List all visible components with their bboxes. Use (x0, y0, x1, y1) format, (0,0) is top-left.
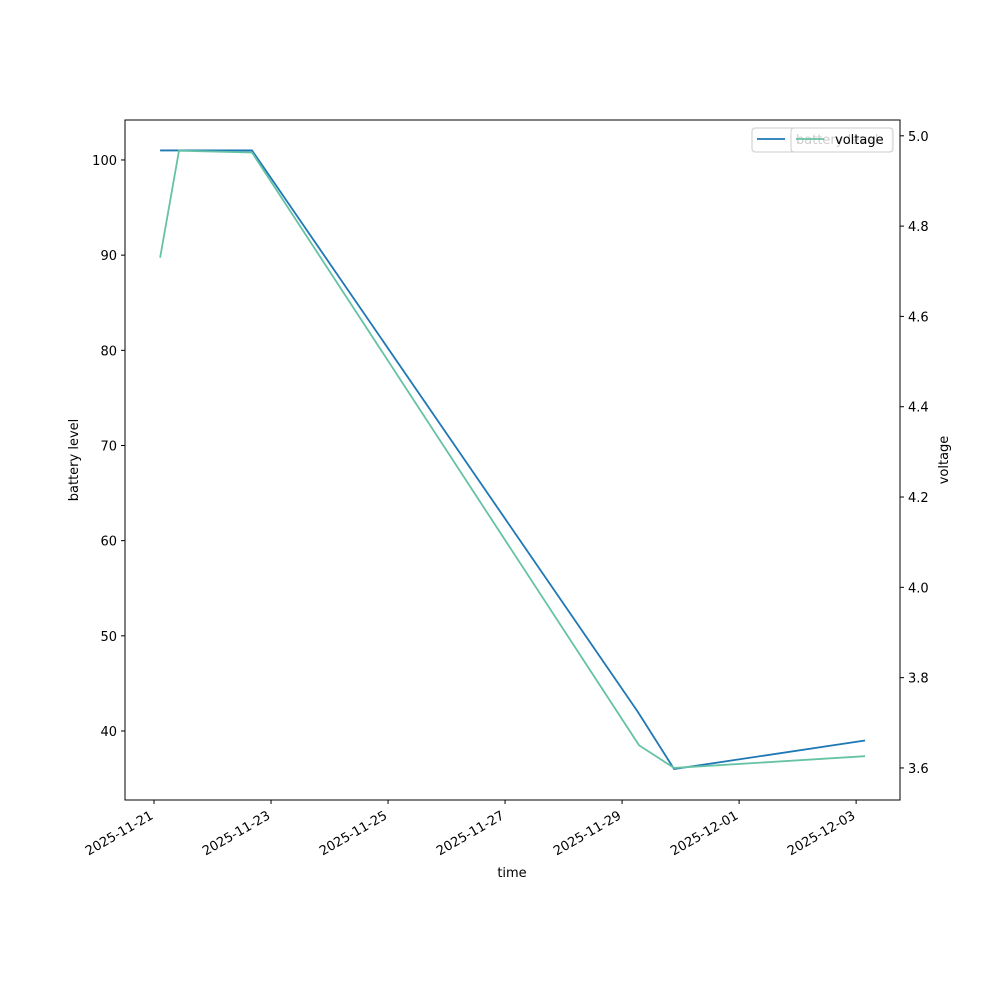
y2-tick-label: 5.0 (908, 130, 929, 145)
y2-tick-label: 4.0 (908, 581, 929, 596)
legend-label: voltage (835, 133, 884, 148)
x-axis-label: time (497, 866, 526, 881)
y-axis-label: battery level (67, 419, 82, 502)
y2-tick-label: 4.4 (908, 401, 929, 416)
x-tick-label: 2025-11-29 (551, 808, 624, 859)
y2-tick-label: 4.8 (908, 220, 929, 235)
x-tick-label: 2025-12-03 (785, 808, 858, 859)
y-tick-label: 50 (100, 630, 117, 645)
y-tick-label: 80 (100, 344, 117, 359)
y2-tick-label: 4.6 (908, 310, 929, 325)
x-tick-label: 2025-11-27 (434, 808, 507, 859)
y2-tick-label: 4.2 (908, 491, 929, 506)
x-tick-label: 2025-11-25 (317, 808, 390, 859)
plot-frame (124, 119, 901, 801)
series-line (160, 149, 866, 771)
y2-tick-label: 3.8 (908, 672, 929, 687)
series-line (159, 149, 866, 769)
y-tick-label: 100 (92, 154, 117, 169)
x-tick-label: 2025-11-23 (200, 808, 273, 859)
y2-axis-label: voltage (937, 436, 952, 485)
x-tick-label: 2025-12-01 (668, 808, 741, 859)
x-tick-label: 2025-11-21 (83, 808, 156, 859)
y2-tick-label: 3.6 (908, 762, 929, 777)
y-tick-label: 70 (100, 439, 117, 454)
legend-box (790, 127, 894, 153)
y-tick-label: 90 (100, 249, 117, 264)
y-tick-label: 40 (100, 725, 117, 740)
y-tick-label: 60 (100, 535, 117, 550)
